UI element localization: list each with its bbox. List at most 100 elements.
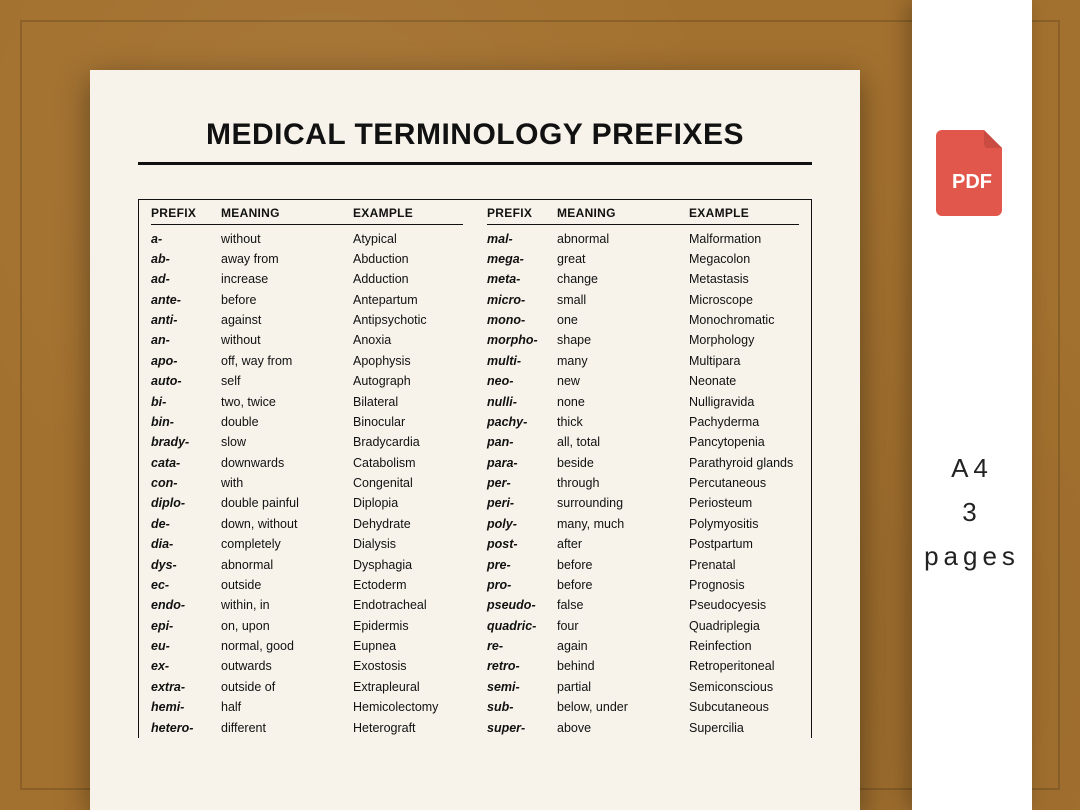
cell-example: Malformation: [689, 230, 799, 249]
cell-example: Periosteum: [689, 494, 799, 513]
table-row: dys-abnormalDysphagia: [151, 555, 463, 575]
cell-example: Diplopia: [353, 494, 463, 513]
cell-example: Monochromatic: [689, 311, 799, 330]
table-row: post-afterPostpartum: [487, 535, 799, 555]
cell-example: Dysphagia: [353, 556, 463, 575]
cell-prefix: micro-: [487, 291, 557, 310]
cell-meaning: many, much: [557, 515, 689, 534]
cell-prefix: dia-: [151, 535, 221, 554]
cell-prefix: sub-: [487, 698, 557, 717]
sidebar-info: A4 3 pages: [912, 446, 1032, 579]
table-row: mal-abnormalMalformation: [487, 229, 799, 249]
cell-prefix: mono-: [487, 311, 557, 330]
table-row: a-withoutAtypical: [151, 229, 463, 249]
cell-prefix: peri-: [487, 494, 557, 513]
prefix-table: PREFIX MEANING EXAMPLE a-withoutAtypical…: [138, 199, 812, 738]
cell-example: Metastasis: [689, 270, 799, 289]
table-row: poly-many, muchPolymyositis: [487, 514, 799, 534]
cell-meaning: all, total: [557, 433, 689, 452]
table-row: pachy-thickPachyderma: [487, 412, 799, 432]
cell-prefix: re-: [487, 637, 557, 656]
cell-example: Anoxia: [353, 331, 463, 350]
cell-meaning: normal, good: [221, 637, 353, 656]
table-row: peri-surroundingPeriosteum: [487, 494, 799, 514]
right-rows-container: mal-abnormalMalformationmega-greatMegaco…: [487, 229, 799, 738]
table-row: eu-normal, goodEupnea: [151, 637, 463, 657]
cell-prefix: pre-: [487, 556, 557, 575]
cell-meaning: abnormal: [557, 230, 689, 249]
table-row: meta-changeMetastasis: [487, 270, 799, 290]
table-row: re-againReinfection: [487, 637, 799, 657]
cell-prefix: ex-: [151, 657, 221, 676]
table-row: hemi-halfHemicolectomy: [151, 698, 463, 718]
header-meaning: MEANING: [557, 206, 689, 220]
cell-example: Reinfection: [689, 637, 799, 656]
cell-meaning: surrounding: [557, 494, 689, 513]
table-row: pseudo-falsePseudocyesis: [487, 596, 799, 616]
cell-meaning: on, upon: [221, 617, 353, 636]
table-row: bi-two, twiceBilateral: [151, 392, 463, 412]
table-row: bin-doubleBinocular: [151, 412, 463, 432]
product-sidebar: PDF A4 3 pages: [912, 0, 1032, 810]
cell-meaning: against: [221, 311, 353, 330]
header-example: EXAMPLE: [353, 206, 463, 220]
cell-example: Neonate: [689, 372, 799, 391]
cell-prefix: bi-: [151, 393, 221, 412]
cell-example: Antepartum: [353, 291, 463, 310]
table-row: ad-increaseAdduction: [151, 270, 463, 290]
cell-meaning: none: [557, 393, 689, 412]
cell-meaning: before: [557, 576, 689, 595]
cell-example: Pancytopenia: [689, 433, 799, 452]
table-left-column: PREFIX MEANING EXAMPLE a-withoutAtypical…: [139, 200, 475, 738]
cell-prefix: pseudo-: [487, 596, 557, 615]
cell-prefix: neo-: [487, 372, 557, 391]
cell-prefix: eu-: [151, 637, 221, 656]
cell-prefix: dys-: [151, 556, 221, 575]
cell-example: Ectoderm: [353, 576, 463, 595]
cell-example: Epidermis: [353, 617, 463, 636]
cell-prefix: meta-: [487, 270, 557, 289]
cell-meaning: without: [221, 230, 353, 249]
cell-meaning: shape: [557, 331, 689, 350]
cell-prefix: pro-: [487, 576, 557, 595]
cell-example: Exostosis: [353, 657, 463, 676]
cell-example: Adduction: [353, 270, 463, 289]
cell-prefix: para-: [487, 454, 557, 473]
pdf-icon: PDF: [936, 130, 1008, 216]
cell-prefix: ec-: [151, 576, 221, 595]
cell-prefix: mal-: [487, 230, 557, 249]
cell-meaning: below, under: [557, 698, 689, 717]
cell-meaning: before: [557, 556, 689, 575]
cell-meaning: outwards: [221, 657, 353, 676]
cell-example: Congenital: [353, 474, 463, 493]
left-rows-container: a-withoutAtypicalab-away fromAbductionad…: [151, 229, 463, 738]
table-row: mega-greatMegacolon: [487, 249, 799, 269]
table-row: morpho-shapeMorphology: [487, 331, 799, 351]
cell-meaning: half: [221, 698, 353, 717]
cell-prefix: epi-: [151, 617, 221, 636]
table-row: extra-outside ofExtrapleural: [151, 677, 463, 697]
table-row: multi-manyMultipara: [487, 351, 799, 371]
table-row: micro-smallMicroscope: [487, 290, 799, 310]
page-count: 3 pages: [912, 490, 1032, 578]
table-row: an-withoutAnoxia: [151, 331, 463, 351]
cell-meaning: downwards: [221, 454, 353, 473]
cell-prefix: pachy-: [487, 413, 557, 432]
table-row: auto-selfAutograph: [151, 372, 463, 392]
cell-example: Parathyroid glands: [689, 454, 799, 473]
cell-prefix: nulli-: [487, 393, 557, 412]
page-title: MEDICAL TERMINOLOGY PREFIXES: [138, 118, 812, 152]
cell-meaning: after: [557, 535, 689, 554]
cell-example: Prenatal: [689, 556, 799, 575]
cell-example: Postpartum: [689, 535, 799, 554]
table-row: ec-outsideEctoderm: [151, 575, 463, 595]
cell-prefix: super-: [487, 719, 557, 738]
cell-meaning: again: [557, 637, 689, 656]
table-row: dia-completelyDialysis: [151, 535, 463, 555]
cell-meaning: self: [221, 372, 353, 391]
table-row: con-withCongenital: [151, 474, 463, 494]
cell-meaning: away from: [221, 250, 353, 269]
cell-meaning: new: [557, 372, 689, 391]
table-row: quadric-fourQuadriplegia: [487, 616, 799, 636]
cell-prefix: anti-: [151, 311, 221, 330]
